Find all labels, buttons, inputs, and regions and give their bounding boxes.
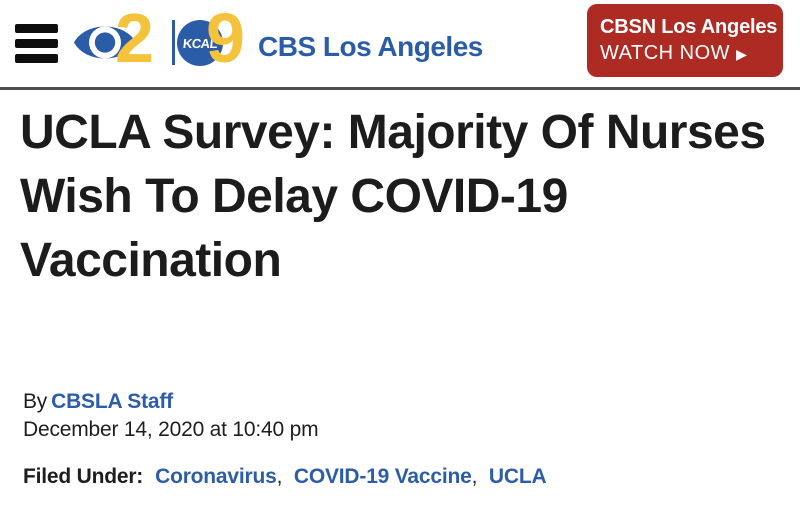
publish-date: December 14, 2020 at 10:40 pm [23,418,319,441]
tag-link-covid19-vaccine[interactable]: COVID-19 Vaccine [293,465,472,488]
author-link[interactable]: CBSLA Staff [51,390,173,413]
tag-link-ucla[interactable]: UCLA [488,465,547,488]
site-header: 2 KCAL 9 CBS Los Angeles CBSN Los Angele… [0,0,800,87]
station-name: CBS Los Angeles [258,31,483,62]
hamburger-icon [15,39,58,48]
menu-button[interactable] [15,24,58,63]
cbs-eye-icon [73,26,137,59]
watch-cta-text: WATCH NOW [600,42,731,64]
article-main: UCLA Survey: Majority Of Nurses Wish To … [0,90,800,491]
watch-button-cta: WATCH NOW ▶ [600,42,783,65]
tag-separator: , [276,465,283,488]
article-headline: UCLA Survey: Majority Of Nurses Wish To … [20,101,800,293]
filed-under: Filed Under: Coronavirus, COVID-19 Vaccin… [23,463,800,491]
kcal-badge-icon: KCAL [177,20,223,66]
channel-2-number: 2 [115,0,154,77]
headline-line: Wish To Delay COVID-19 [20,170,568,223]
watch-button-title: CBSN Los Angeles [600,16,778,38]
logo-divider [172,20,175,65]
play-arrow-icon: ▶ [736,46,747,62]
byline-prefix: By [23,390,48,413]
tag-link-coronavirus[interactable]: Coronavirus [155,465,277,488]
watch-now-button[interactable]: CBSN Los Angeles WATCH NOW ▶ [587,4,783,77]
tag-separator: , [471,465,478,488]
headline-line: Vaccination [20,234,282,287]
channel-9-number: 9 [206,0,245,77]
byline: By CBSLA Staff [23,388,800,416]
hamburger-icon [15,24,58,33]
filed-under-label: Filed Under: [23,465,144,488]
headline-line: UCLA Survey: Majority Of Nurses [20,106,766,159]
hamburger-icon [15,54,58,63]
header-divider [0,87,800,90]
